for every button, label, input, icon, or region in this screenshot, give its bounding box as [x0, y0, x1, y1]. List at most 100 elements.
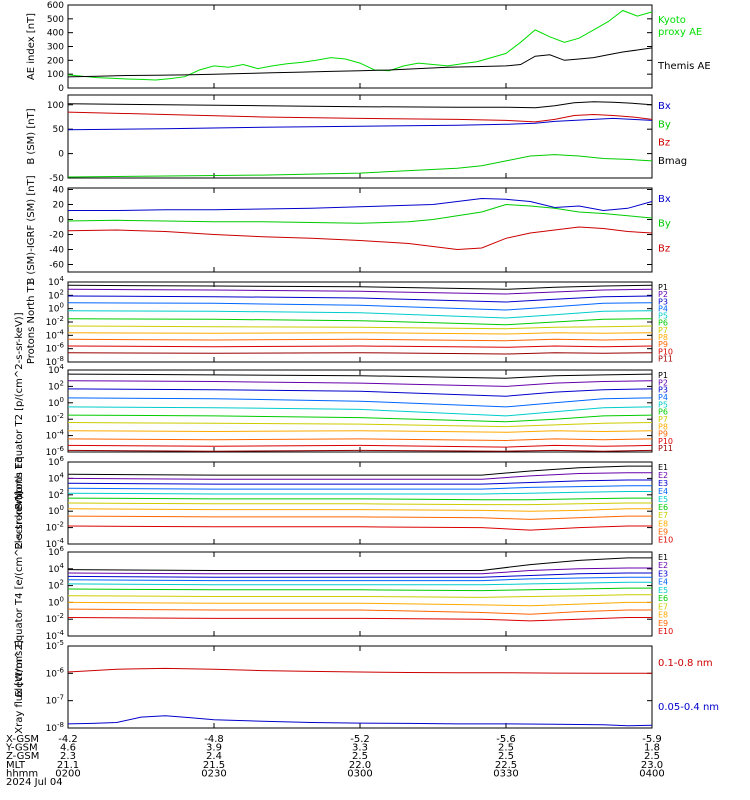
- legend-entry: Bx: [658, 194, 671, 205]
- legend-entry: P6: [658, 319, 668, 328]
- legend-entry: 0.05-0.4 nm: [658, 702, 719, 713]
- legend-entry: E1: [658, 463, 668, 472]
- legend-entry: P6: [658, 408, 668, 417]
- y-tick-label: 600: [47, 1, 64, 11]
- panel-6: 106 104 102 100 10-2 10-4 Electrons North T3 E1…: [14, 455, 673, 550]
- legend-entry: E1: [658, 553, 668, 562]
- legend-entry: P7: [658, 415, 668, 424]
- series-line-bmag: [67, 101, 653, 109]
- y-tick-label: 100: [47, 70, 64, 80]
- legend-entry: P1: [658, 371, 668, 380]
- series-line-bz: [67, 226, 653, 251]
- legend-entry: Bz: [658, 138, 670, 149]
- legend-entry: E7: [658, 511, 668, 520]
- series-line-p9: [67, 338, 653, 342]
- series-line-0-05-0-4-nm: [67, 715, 653, 727]
- series-line-e3: [67, 479, 652, 485]
- series-line-p8: [67, 332, 653, 335]
- ephemeris-row-label: Z-GSM: [6, 751, 39, 762]
- y-tick-label: 500: [47, 15, 64, 25]
- legend-entry: 0.1-0.8 nm: [658, 658, 713, 669]
- y-tick-label: 10-6: [46, 666, 65, 679]
- y-tick-label: 106: [48, 455, 64, 468]
- series-line-by: [67, 203, 653, 224]
- ephemeris-value: 2.4: [206, 751, 222, 762]
- series-line-kyoto-proxy-ae: [67, 9, 653, 81]
- legend-entry: By: [658, 219, 671, 230]
- series-line-e9: [67, 515, 652, 520]
- series-line-bz: [67, 111, 653, 123]
- legend-entry: E5: [658, 495, 668, 504]
- series-line-p9: [67, 438, 653, 442]
- series-line-p7: [67, 325, 653, 330]
- legend-entry: E10: [658, 627, 673, 636]
- y-tick-label: 104: [48, 275, 64, 288]
- legend-entry: P9: [658, 340, 668, 349]
- series-line-e1: [67, 557, 652, 571]
- y-axis-label: Electrons North T3: [14, 456, 25, 549]
- y-tick-label: 10-2: [46, 521, 64, 534]
- ephemeris-row-label: X-GSM: [6, 734, 39, 745]
- ephemeris-value: 0230: [201, 768, 226, 779]
- legend-entry: P2: [658, 290, 668, 299]
- legend-entry: E8: [658, 611, 668, 620]
- series-line-p2: [67, 380, 653, 387]
- y-tick-label: 100: [48, 302, 64, 315]
- ephemeris-row-label: Y-GSM: [5, 743, 38, 754]
- ephemeris-row-label: MLT: [6, 760, 26, 771]
- legend-entry: E3: [658, 479, 668, 488]
- series-line-p10: [67, 345, 653, 348]
- legend-entry: Bz: [658, 243, 670, 254]
- panel-8: 10-5 10-6 10-7 10-8 Xray flux [W/m^2] 0.1-0.8…: [14, 639, 719, 734]
- y-tick-label: 10-4: [46, 328, 65, 341]
- series-line-p3: [67, 295, 653, 303]
- series-line-e2: [67, 567, 652, 575]
- legend-entry: P11: [658, 354, 673, 363]
- y-axis-label: B (SM)-IGRF (SM) [nT]: [26, 175, 37, 284]
- series-line-e8: [67, 508, 652, 512]
- series-line-by: [67, 154, 653, 178]
- ephemeris-value: 2.5: [644, 751, 660, 762]
- legend-entry: Themis AE: [657, 61, 711, 72]
- y-axis-label: Protons North T1: [26, 280, 37, 364]
- y-tick-label: 10-6: [46, 445, 65, 458]
- ephemeris-value: -5.6: [496, 734, 516, 745]
- legend-entry: E9: [658, 527, 668, 536]
- panel-frame: [67, 281, 653, 363]
- y-tick-label: 100: [48, 504, 64, 517]
- y-tick-label: 0: [58, 216, 64, 226]
- legend-entry: P3: [658, 386, 668, 395]
- legend-entry: E9: [658, 619, 668, 628]
- legend-entry: E10: [658, 535, 673, 544]
- legend-entry: E2: [658, 471, 668, 480]
- panel-frame: [67, 187, 653, 273]
- ephemeris-value: 3.9: [206, 743, 222, 754]
- y-tick-label: -60: [49, 261, 64, 271]
- y-tick-label: 50: [53, 125, 65, 135]
- y-tick-label: 10-4: [46, 537, 65, 550]
- y-axis-label: AE index [nT]: [26, 13, 37, 80]
- legend-entry: P9: [658, 430, 668, 439]
- legend-entry: P8: [658, 422, 668, 431]
- series-line-p5: [67, 406, 653, 417]
- y-tick-label: 10-5: [46, 639, 64, 652]
- ephemeris-value: 3.3: [352, 743, 368, 754]
- series-line-bx: [68, 197, 653, 212]
- series-line-p10: [67, 444, 653, 448]
- legend-entry: Bmag: [658, 156, 687, 167]
- legend-entry: P5: [658, 312, 668, 321]
- series-line-e7: [67, 594, 652, 598]
- y-tick-label: 102: [48, 288, 64, 301]
- series-line-p4: [67, 397, 653, 408]
- panel-frame: [67, 551, 653, 637]
- legend-entry: E5: [658, 586, 668, 595]
- ephemeris-value: -4.8: [204, 734, 224, 745]
- y-tick-label: -40: [49, 246, 64, 256]
- y-axis-label: B (SM) [nT]: [26, 108, 37, 164]
- ephemeris-value: 0300: [347, 768, 372, 779]
- series-line-p4: [67, 302, 653, 311]
- y-tick-label: 100: [48, 396, 64, 409]
